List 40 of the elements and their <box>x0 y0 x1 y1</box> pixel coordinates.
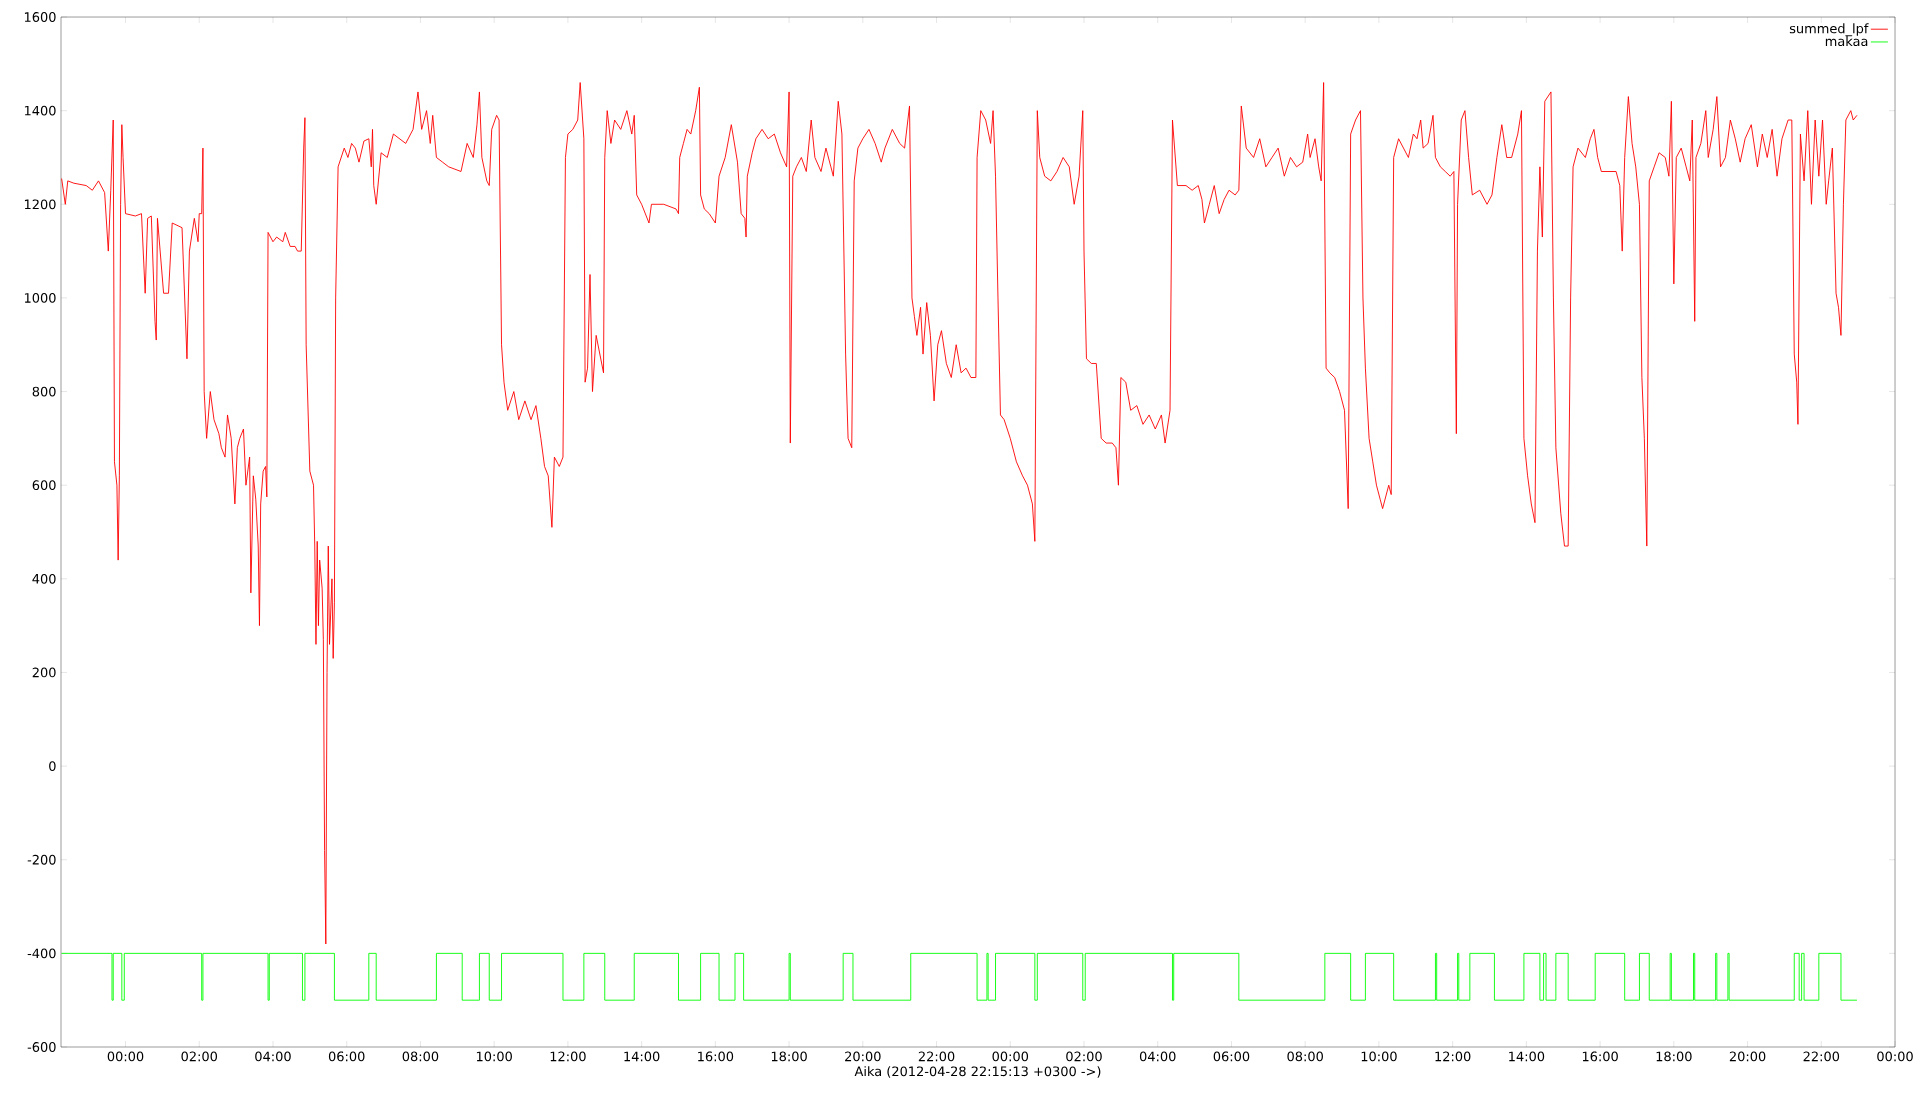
x-tick-label: 20:00 <box>1729 1051 1766 1062</box>
y-tick-label: -400 <box>27 948 56 959</box>
x-tick-label: 08:00 <box>1287 1051 1323 1062</box>
legend-label: summed_lpf <box>1789 23 1869 37</box>
x-tick-label: 18:00 <box>1656 1051 1692 1062</box>
y-tick-label: 200 <box>32 667 56 678</box>
x-tick-label: 18:00 <box>771 1051 807 1062</box>
x-tick-label: 10:00 <box>1361 1051 1397 1062</box>
y-tick-label: 600 <box>32 480 56 491</box>
x-tick-label: 08:00 <box>402 1051 439 1062</box>
y-tick-label: -600 <box>27 1042 56 1052</box>
x-tick-label: 20:00 <box>845 1051 881 1062</box>
x-tick-label: 06:00 <box>328 1051 365 1062</box>
x-tick-label: 10:00 <box>476 1051 512 1062</box>
x-tick-label: 00:00 <box>992 1051 1029 1062</box>
x-tick-label: 04:00 <box>255 1051 291 1062</box>
x-axis-title: Aika (2012-04-28 22:15:13 +0300 ->) <box>854 1066 1101 1078</box>
x-tick-label: 02:00 <box>1066 1051 1102 1062</box>
y-tick-label: 1400 <box>24 105 56 116</box>
x-tick-label: 14:00 <box>624 1051 660 1062</box>
x-tick-label: 06:00 <box>1213 1051 1250 1062</box>
x-tick-label: 00:00 <box>1877 1051 1913 1062</box>
y-tick-label: 1000 <box>24 293 56 303</box>
x-tick-label: 14:00 <box>1509 1051 1545 1062</box>
y-tick-label: 0 <box>49 761 56 771</box>
x-tick-label: 02:00 <box>181 1051 218 1062</box>
legend-label: makaa <box>1825 36 1868 47</box>
y-tick-label: 400 <box>32 573 56 584</box>
x-tick-label: 12:00 <box>1435 1051 1471 1062</box>
x-tick-label: 04:00 <box>1139 1051 1176 1062</box>
x-tick-label: 22:00 <box>918 1051 955 1062</box>
y-tick-label: -200 <box>27 854 56 865</box>
y-tick-label: 800 <box>32 386 56 397</box>
y-tick-label: 1200 <box>24 199 56 210</box>
x-tick-label: 16:00 <box>1582 1051 1618 1062</box>
x-tick-label: 12:00 <box>550 1051 586 1062</box>
y-tick-label: 1600 <box>24 12 56 22</box>
x-tick-label: 22:00 <box>1803 1051 1840 1062</box>
x-tick-label: 16:00 <box>698 1051 734 1062</box>
x-tick-label: 00:00 <box>107 1051 144 1062</box>
